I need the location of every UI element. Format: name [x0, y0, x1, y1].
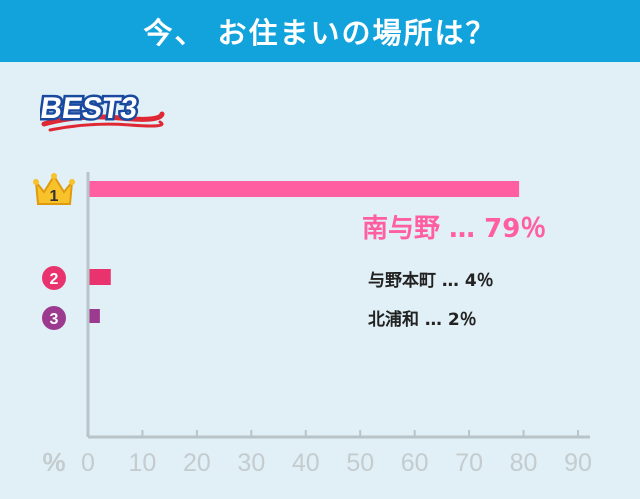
x-tick-label: 80: [510, 449, 538, 477]
rank-3-number: 3: [50, 311, 59, 328]
rank-1-number: 1: [50, 188, 59, 205]
x-tick-label: 0: [81, 449, 95, 477]
bar-label-2: 与野本町 … 4％: [368, 271, 494, 291]
rank-2-number: 2: [50, 271, 59, 288]
x-tick-label: 10: [129, 449, 157, 477]
best3-badge: BEST3: [40, 90, 165, 132]
page-title: 今、 お住まいの場所は？: [0, 0, 640, 62]
x-tick-label: 40: [292, 449, 320, 477]
x-tick-label: 70: [455, 449, 483, 477]
rank-3-icon: 3: [42, 306, 66, 330]
bar-label-1: 南与野 … 79％: [362, 214, 547, 244]
x-tick-label: 90: [564, 449, 592, 477]
bar-label-3: 北浦和 … 2％: [368, 310, 477, 330]
x-tick-label: 60: [401, 449, 429, 477]
x-tick-label: 30: [237, 449, 265, 477]
x-axis-unit-label: %: [42, 447, 65, 477]
bar-3: [89, 309, 100, 323]
x-tick-label: 20: [183, 449, 211, 477]
crown-icon: 1: [33, 173, 75, 205]
rank-2-icon: 2: [42, 266, 66, 290]
x-tick-label: 50: [346, 449, 374, 477]
bar-1: [89, 181, 520, 197]
best3-text: BEST3: [40, 92, 139, 125]
bar-2: [89, 269, 111, 285]
